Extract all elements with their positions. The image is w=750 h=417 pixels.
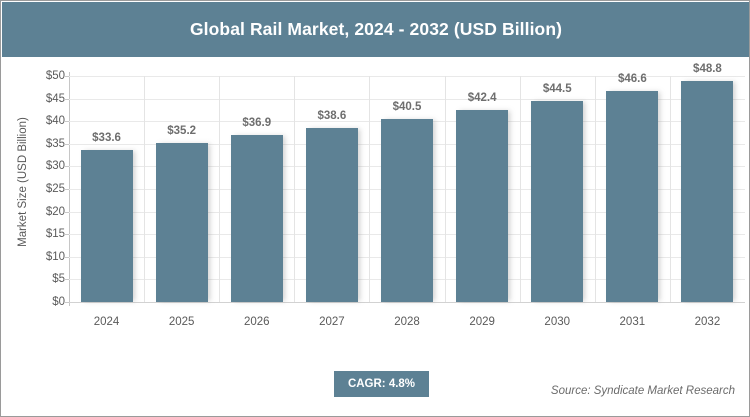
x-axis-tick-label: 2025 [168,316,195,328]
y-axis-tick-label: $45 [45,92,65,105]
y-axis-tick-label: $30 [45,160,65,173]
y-axis-tick-mark [64,121,69,123]
y-axis-tick-mark [64,279,69,281]
bar-value-label: $36.9 [242,117,272,130]
y-axis-tick-mark [64,143,69,145]
x-axis-tick-label: 2030 [544,316,571,328]
category-separator [594,76,596,302]
y-axis-tick-label: $15 [45,228,65,241]
cagr-badge: CAGR: 4.8% [334,371,429,397]
y-axis-tick-label: $35 [45,137,65,150]
y-axis-tick-mark [64,189,69,190]
category-separator [444,76,446,302]
bar[interactable] [456,110,509,302]
bar[interactable] [305,127,358,302]
bar[interactable] [681,81,734,302]
y-axis-tick-label: $40 [45,115,65,128]
source-note: Source: Syndicate Market Research [550,385,735,397]
y-axis-tick-mark [64,256,69,258]
bar[interactable] [606,91,659,302]
gridline [69,76,745,77]
y-axis-tick-mark [64,166,69,168]
bar-value-label: $44.5 [542,82,572,95]
bar[interactable] [80,150,133,302]
bar[interactable] [381,118,433,302]
chart-header-bar: Global Rail Market, 2024 - 2032 (USD Bil… [2,2,749,57]
y-axis-tick-label: $50 [45,70,65,82]
y-axis-tick-mark [64,98,69,100]
plot-area: $33.6 2024 $35.2 2025 $36.9 2026 $38.6 2027 $40.… [64,63,745,328]
gridline [69,98,745,100]
x-axis-tick-label: 2029 [469,316,495,328]
category-separator [519,76,521,302]
y-axis-tick-label: $20 [45,205,65,218]
x-axis-tick-label: 2026 [243,316,270,328]
bar-value-label: $35.2 [167,124,197,137]
category-separator [294,76,296,302]
bar-value-label: $46.6 [617,73,647,86]
bar-value-label: $48.8 [693,63,722,76]
x-axis-tick-label: 2027 [319,316,345,328]
bar[interactable] [531,100,584,302]
y-axis-tick-label: $0 [52,296,65,308]
y-axis-tick-label: $25 [45,183,65,195]
bar-value-label: $33.6 [92,132,121,145]
x-axis-tick-label: 2024 [93,316,120,328]
page-title: Global Rail Market, 2024 - 2032 (USD Bil… [189,19,563,39]
y-axis-tick-label: $5 [52,273,65,286]
bar-value-label: $40.5 [392,100,422,113]
category-separator [144,76,146,302]
gridline [69,302,745,303]
x-axis-tick-label: 2028 [394,316,420,328]
x-axis-tick-label: 2031 [619,316,646,328]
category-separator [369,76,371,302]
y-axis-tick-mark [64,302,69,303]
y-axis-tick-mark [64,234,69,236]
y-axis-tick-mark [64,211,69,213]
category-separator [669,76,671,302]
bar-value-label: $38.6 [317,109,347,122]
bar[interactable] [230,135,283,302]
bar[interactable] [155,142,208,302]
chart-plot-region: Market Size (USD Billion) $0 $5 $10 $15 $20 $… [1,58,749,358]
y-axis-tick-labels: $0 $5 $10 $15 $20 $25 $30 $35 $40 $45 $50 [27,70,65,308]
bar-value-label: $42.4 [467,92,497,105]
y-axis-tick-mark [64,76,69,77]
y-axis-tick-label: $10 [45,250,65,263]
category-separator [219,76,221,302]
x-axis-tick-label: 2032 [694,316,721,328]
